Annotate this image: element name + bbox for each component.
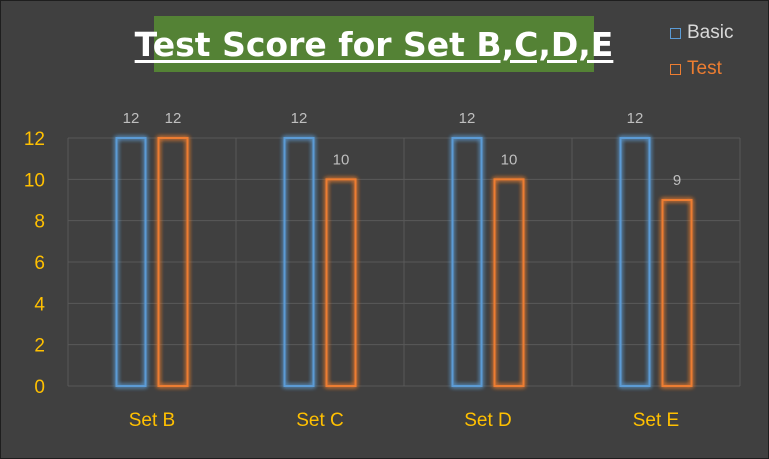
data-label: 12 — [291, 110, 308, 127]
y-tick-label: 2 — [34, 336, 45, 357]
data-label: 12 — [627, 110, 644, 127]
bar-basic-2 — [451, 137, 483, 387]
bar-basic-3 — [619, 137, 651, 387]
y-tick-label: 6 — [34, 253, 45, 274]
chart-title: Test Score for Set B,C,D,E — [134, 24, 614, 64]
data-label: 12 — [165, 110, 182, 127]
legend-swatch — [670, 63, 681, 75]
bar-test-2 — [493, 178, 525, 387]
bar-test-0 — [157, 137, 189, 387]
bar-test-3 — [661, 199, 693, 387]
chart-legend: Basic Test — [670, 21, 733, 93]
legend-item-test: Test — [670, 57, 733, 81]
legend-label: Basic — [687, 22, 734, 43]
chart-title-box: Test Score for Set B,C,D,E — [135, 16, 613, 72]
x-tick-label: Set E — [633, 410, 679, 431]
y-tick-label: 8 — [34, 212, 45, 233]
data-label: 10 — [501, 151, 518, 168]
legend-label: Test — [687, 58, 722, 79]
x-tick-label: Set C — [296, 410, 344, 431]
y-tick-label: 0 — [34, 377, 45, 398]
data-label: 9 — [673, 172, 681, 189]
y-tick-label: 10 — [24, 170, 45, 191]
data-label: 10 — [333, 151, 350, 168]
bar-basic-1 — [283, 137, 315, 387]
bar-basic-0 — [115, 137, 147, 387]
x-tick-label: Set B — [129, 410, 175, 431]
y-tick-label: 12 — [24, 129, 45, 150]
legend-swatch — [670, 27, 681, 39]
bar-test-1 — [325, 178, 357, 387]
data-label: 12 — [459, 110, 476, 127]
y-tick-label: 4 — [34, 294, 45, 315]
legend-item-basic: Basic — [670, 21, 733, 45]
x-tick-label: Set D — [464, 410, 512, 431]
data-label: 12 — [123, 110, 140, 127]
